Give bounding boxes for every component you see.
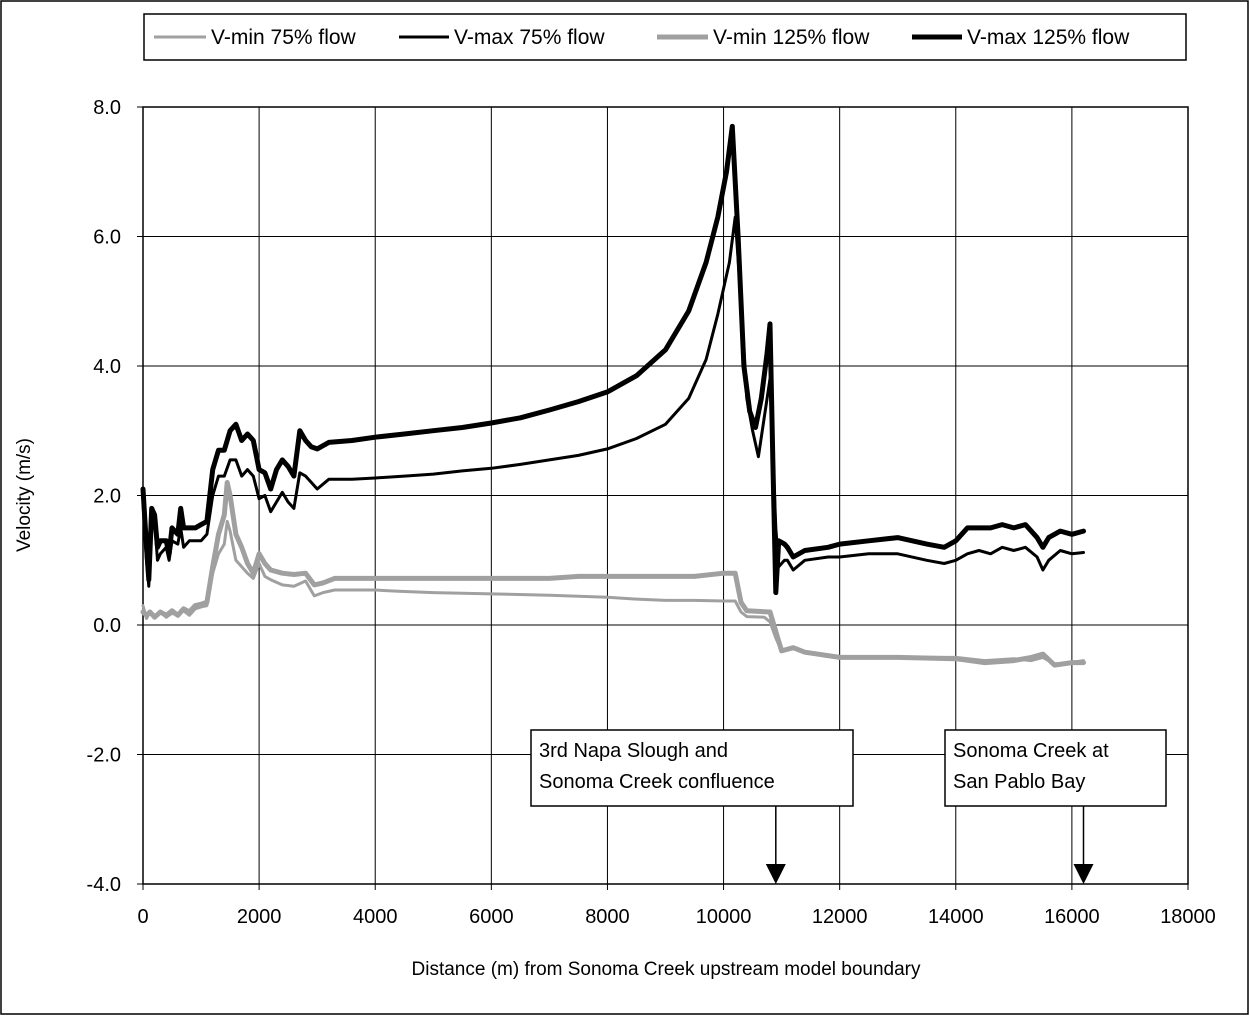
annotation-text: Sonoma Creek at <box>953 740 1109 762</box>
annotation-text: 3rd Napa Slough and <box>539 740 728 762</box>
y-tick-label: 6.0 <box>93 227 121 249</box>
x-tick-label: 14000 <box>928 906 984 928</box>
x-tick-label: 10000 <box>696 906 752 928</box>
annotation-text: Sonoma Creek confluence <box>539 771 775 793</box>
series-line-2 <box>141 215 1085 588</box>
y-tick-label: 8.0 <box>93 97 121 119</box>
x-axis-label: Distance (m) from Sonoma Creek upstream … <box>412 959 921 980</box>
y-tick-label: 2.0 <box>93 486 121 508</box>
series-line-4 <box>140 123 1086 596</box>
y-axis-label: Velocity (m/s) <box>14 438 35 552</box>
y-tick-label: -4.0 <box>87 874 121 896</box>
y-tick-label: 4.0 <box>93 356 121 378</box>
x-tick-label: 8000 <box>585 906 630 928</box>
legend-label: V-min 75% flow <box>211 26 357 49</box>
legend-label: V-max 75% flow <box>454 26 605 49</box>
legend-label: V-min 125% flow <box>713 26 870 49</box>
annotation-arrow-head <box>1073 864 1094 884</box>
x-tick-label: 6000 <box>469 906 514 928</box>
annotation-box <box>944 729 1167 807</box>
annotations: 3rd Napa Slough and Sonoma Creek confluen… <box>530 729 1167 884</box>
x-tick-label: 2000 <box>237 906 282 928</box>
annotation-box <box>530 729 854 807</box>
legend: V-min 75% flow V-max 75% flow V-min 125% f… <box>143 13 1187 61</box>
x-tick-label: 12000 <box>812 906 868 928</box>
annotation-arrow-head <box>765 864 786 884</box>
x-tick-label: 0 <box>137 906 148 928</box>
series-lines <box>140 123 1086 668</box>
y-tick-label: -2.0 <box>87 745 121 767</box>
annotation-text: San Pablo Bay <box>953 771 1085 793</box>
x-tick-label: 18000 <box>1160 906 1216 928</box>
x-tick-label: 4000 <box>353 906 398 928</box>
series-line-3 <box>140 480 1086 668</box>
y-tick-label: 0.0 <box>93 615 121 637</box>
x-tick-label: 16000 <box>1044 906 1100 928</box>
legend-label: V-max 125% flow <box>967 26 1130 49</box>
